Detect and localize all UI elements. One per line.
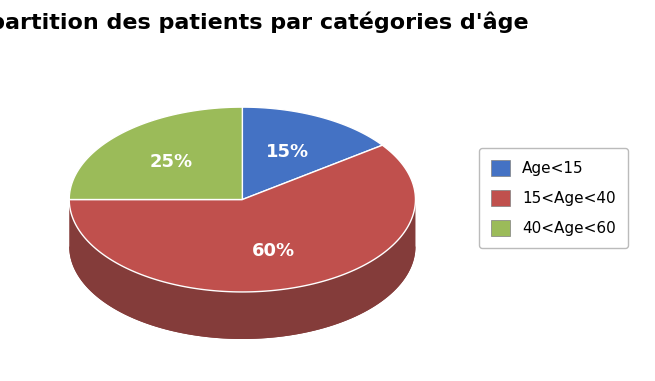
- Text: Répartition des patients par catégories d'âge: Répartition des patients par catégories …: [0, 11, 528, 33]
- Polygon shape: [69, 145, 415, 292]
- Legend: Age<15, 15<Age<40, 40<Age<60: Age<15, 15<Age<40, 40<Age<60: [479, 148, 628, 248]
- Polygon shape: [69, 107, 242, 200]
- Polygon shape: [242, 107, 383, 200]
- Polygon shape: [69, 247, 415, 339]
- Polygon shape: [69, 200, 415, 339]
- Text: 60%: 60%: [252, 242, 295, 259]
- Text: 15%: 15%: [267, 143, 310, 161]
- Text: 25%: 25%: [150, 153, 193, 171]
